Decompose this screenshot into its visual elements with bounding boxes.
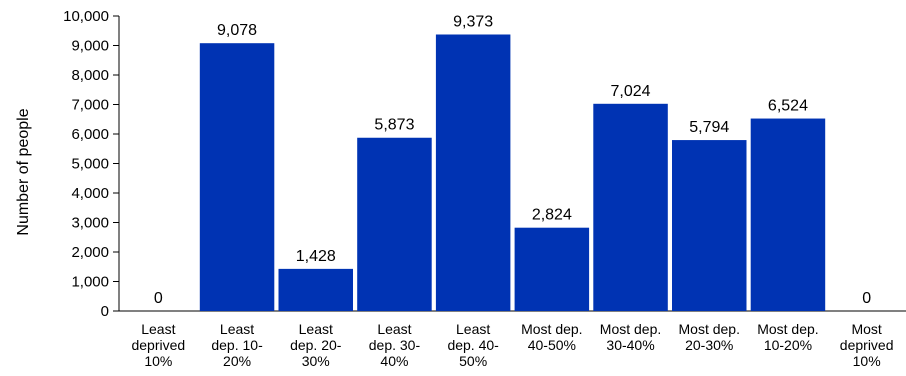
category-label: Most dep. 40-50% <box>521 321 582 353</box>
y-axis-title: Number of people <box>15 108 32 235</box>
y-tick-label: 9,000 <box>71 38 109 55</box>
y-tick-label: 1,000 <box>71 274 109 291</box>
data-label: 0 <box>862 290 871 307</box>
y-tick-label: 8,000 <box>71 67 109 84</box>
category-label: Least dep. 10-20% <box>211 321 263 369</box>
x-axis: Least deprived 10% Least dep. 10-20% Least dep… <box>119 310 906 369</box>
category-label: Most dep. 10-20% <box>757 321 818 353</box>
bar <box>199 43 275 311</box>
y-tick-label: 4,000 <box>71 185 109 202</box>
y-tick-label: 6,000 <box>71 126 109 143</box>
y-tick-label: 7,000 <box>71 97 109 114</box>
data-labels: 0 9,078 1,428 5,873 9,373 2,824 7,024 5,794 6,52… <box>154 13 871 307</box>
data-label: 5,873 <box>374 117 414 134</box>
data-label: 7,024 <box>611 83 651 100</box>
category-label: Most dep. 20-30% <box>679 321 740 353</box>
data-label: 9,373 <box>453 13 493 30</box>
data-label: 1,428 <box>296 248 336 265</box>
y-tick-label: 5,000 <box>71 156 109 173</box>
data-label: 6,524 <box>768 98 808 115</box>
bar <box>672 140 747 311</box>
bar <box>750 118 826 312</box>
y-tick-label: 0 <box>101 303 109 320</box>
y-tick-label: 2,000 <box>71 244 109 261</box>
y-tick-label: 3,000 <box>71 215 109 232</box>
data-label: 9,078 <box>217 22 257 39</box>
data-label: 5,794 <box>689 119 729 136</box>
category-label: Most deprived 10% <box>840 321 894 369</box>
y-axis: 0 1,000 2,000 3,000 4,000 5,000 6,000 7,000 8,00… <box>63 8 120 320</box>
bar <box>357 137 432 311</box>
category-label: Least deprived 10% <box>131 321 185 369</box>
data-label: 2,824 <box>532 207 572 224</box>
category-label: Most dep. 30-40% <box>600 321 661 353</box>
bars <box>199 34 826 312</box>
bar <box>593 103 668 312</box>
bar <box>435 34 511 312</box>
category-label: Least dep. 20-30% <box>290 321 342 369</box>
data-label: 0 <box>154 290 163 307</box>
category-label: Least dep. 30-40% <box>369 321 421 369</box>
category-label: Least dep. 40-50% <box>447 321 499 369</box>
y-tick-label: 10,000 <box>63 8 109 25</box>
bar <box>514 227 590 311</box>
bar <box>278 268 353 311</box>
